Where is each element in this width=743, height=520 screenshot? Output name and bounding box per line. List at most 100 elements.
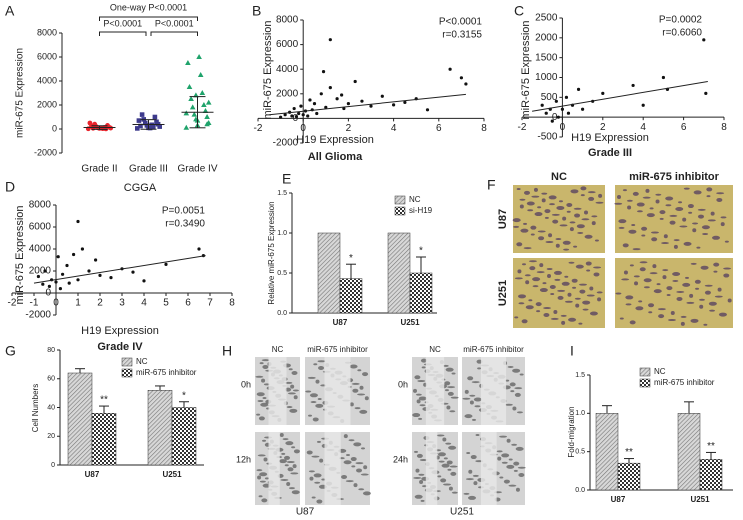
data-point: [566, 111, 571, 115]
texture: [508, 458, 513, 461]
texture: [517, 269, 522, 274]
bar: [387, 232, 411, 314]
texture: [503, 479, 510, 484]
y-tick-label: 6000: [37, 51, 57, 61]
y-axis-label: Cell Numbers: [31, 384, 40, 432]
texture: [593, 266, 602, 269]
texture: [682, 217, 687, 222]
texture: [357, 369, 362, 372]
texture: [694, 279, 701, 284]
texture: [713, 262, 720, 267]
bar: [595, 413, 619, 491]
y-tick-label: 0.5: [575, 449, 585, 456]
texture: [723, 273, 730, 278]
texture: [701, 225, 710, 230]
bar: [171, 407, 197, 466]
texture: [288, 487, 295, 490]
texture: [552, 219, 559, 224]
x-tick-label: 7: [207, 298, 213, 309]
y-tick-label: 6000: [276, 39, 299, 50]
comparison-label: P<0.0001: [103, 18, 142, 28]
y-axis-label: Fold-migration: [567, 406, 576, 457]
significance-label: *: [419, 246, 423, 257]
y-tick-label: 8000: [37, 27, 57, 37]
texture: [516, 188, 521, 191]
texture: [550, 292, 555, 295]
texture: [262, 397, 267, 400]
y-tick-label: 0.0: [575, 487, 585, 494]
texture: [563, 248, 570, 251]
texture: [704, 284, 713, 287]
texture: [420, 499, 425, 502]
panel-letter: F: [487, 177, 496, 193]
texture: [597, 297, 602, 302]
texture: [309, 476, 314, 481]
texture: [561, 281, 570, 286]
texture: [462, 397, 471, 400]
texture: [618, 226, 625, 229]
bar: [409, 272, 433, 314]
row-label: 0h: [241, 379, 251, 389]
texture: [575, 303, 580, 308]
texture: [573, 245, 578, 248]
texture: [578, 322, 583, 325]
data-point: [544, 111, 548, 115]
data-point: [294, 114, 299, 119]
texture: [256, 392, 265, 397]
texture: [497, 456, 502, 461]
texture: [589, 311, 598, 316]
data-point: [204, 121, 210, 127]
texture: [469, 400, 474, 405]
texture: [634, 281, 639, 286]
texture: [315, 379, 320, 384]
texture: [418, 417, 423, 420]
x-tick-label: U251: [690, 495, 710, 504]
legend-swatch: [639, 367, 651, 377]
data-point: [335, 97, 339, 101]
data-point: [87, 120, 93, 126]
x-tick-label: U251: [162, 470, 182, 479]
data-point: [369, 104, 373, 108]
texture: [536, 310, 541, 313]
texture: [551, 213, 560, 216]
texture: [499, 476, 504, 479]
texture: [667, 319, 676, 322]
stat-annotation: P=0.0051: [162, 206, 206, 217]
texture: [530, 233, 535, 236]
texture: [689, 293, 694, 298]
legend-swatch: [121, 357, 133, 367]
data-point: [76, 219, 80, 224]
texture: [558, 200, 563, 203]
data-point: [80, 247, 84, 251]
texture: [696, 246, 701, 249]
y-tick-label: 8000: [276, 15, 299, 26]
y-tick-label: 0.5: [277, 270, 287, 277]
texture: [317, 360, 326, 363]
texture: [678, 201, 683, 204]
texture: [676, 296, 683, 301]
texture: [642, 196, 651, 199]
data-point: [392, 103, 396, 107]
texture: [507, 365, 514, 368]
texture: [501, 453, 510, 458]
group-label: U87: [296, 507, 315, 518]
data-point: [346, 102, 350, 106]
y-tick-label: 40: [47, 404, 55, 411]
y-tick-label: 2000: [29, 266, 52, 277]
texture: [526, 201, 535, 206]
x-tick-label: -2: [254, 123, 263, 134]
x-tick-label: 0: [560, 122, 566, 133]
texture: [591, 221, 596, 226]
texture: [287, 392, 296, 395]
texture: [446, 405, 451, 410]
comparison-label: One-way P<0.0001: [110, 2, 187, 12]
texture: [663, 234, 668, 239]
texture: [537, 230, 546, 233]
texture: [709, 309, 716, 312]
texture: [286, 482, 291, 487]
texture: [464, 389, 469, 394]
texture: [544, 216, 549, 219]
texture: [614, 202, 623, 205]
data-point: [186, 84, 193, 89]
texture: [418, 396, 427, 401]
